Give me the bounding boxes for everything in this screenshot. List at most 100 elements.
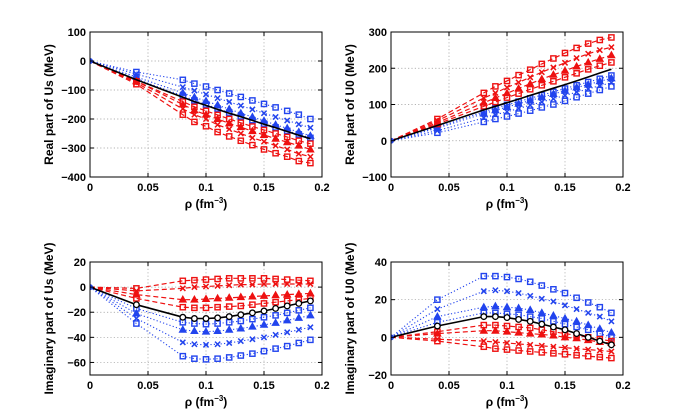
red-series-point [249, 301, 256, 308]
red-series-point [202, 122, 210, 130]
red-series-point [514, 328, 523, 336]
blue-series-point [306, 310, 315, 319]
marker-stroke [608, 348, 615, 355]
blue-series-point [307, 336, 314, 344]
blue-series-point [260, 110, 268, 117]
red-series-point [237, 130, 244, 137]
red-series-point [214, 303, 221, 311]
marker-stroke [260, 334, 268, 341]
red-series-point [480, 321, 488, 329]
red-series-point [515, 340, 522, 348]
marker-stroke [284, 329, 291, 336]
x-axis-label-main: ρ (fm [185, 395, 214, 409]
red-series-point [515, 347, 522, 354]
blue-series-point [526, 107, 534, 114]
red-series-point [307, 280, 314, 288]
marker-stroke [307, 124, 314, 131]
red-series-2 [391, 336, 615, 355]
red-series-point [202, 276, 210, 283]
blue-series-point [503, 273, 511, 281]
blue-series-point [480, 118, 488, 126]
blue-series-point [237, 337, 244, 345]
red-series-point [178, 295, 188, 303]
blue-series-point [191, 341, 198, 348]
blue-series-point [596, 313, 603, 320]
red-series-line [90, 283, 311, 292]
blue-series-point [191, 87, 198, 94]
red-series-point [259, 130, 269, 138]
red-series-1 [391, 34, 615, 142]
blue-series-point [272, 312, 279, 319]
marker-stroke [538, 69, 545, 76]
red-series-point [525, 328, 535, 337]
red-series-point [283, 153, 291, 161]
reference-point [480, 313, 488, 321]
red-series-point [224, 118, 234, 127]
blue-series-point [514, 303, 523, 312]
marker-stroke [596, 46, 603, 54]
blue-series-2 [90, 286, 314, 348]
marker-stroke [260, 110, 268, 117]
red-series-1 [391, 336, 615, 362]
marker-stroke [179, 339, 186, 346]
blue-series-point [538, 282, 546, 289]
blue-series-point [237, 102, 244, 109]
blue-series-point [527, 292, 534, 300]
marker-stroke [515, 289, 522, 297]
red-series-point [225, 303, 233, 310]
red-series-point [272, 130, 279, 137]
reference-point [306, 297, 314, 305]
blue-series-point [226, 339, 233, 347]
blue-series-line [391, 74, 612, 142]
red-series-point [515, 90, 522, 97]
marker-stroke [480, 337, 487, 345]
marker-stroke [596, 313, 603, 320]
x-axis-label-sup: −3 [214, 394, 224, 403]
blue-series-point [492, 115, 499, 123]
marker-stroke [515, 79, 522, 86]
x-axis-label-sup: −3 [515, 394, 525, 403]
blue-series-2 [90, 60, 314, 131]
red-series-point [179, 98, 187, 105]
red-series-point [295, 280, 302, 288]
blue-series-point [295, 326, 302, 333]
blue-series-point [191, 80, 198, 87]
blue-series-point [294, 313, 304, 321]
marker-stroke [307, 153, 314, 160]
red-series-point [492, 345, 499, 352]
x-tick-label: 0.2 [314, 182, 329, 194]
marker-stroke [585, 346, 592, 353]
blue-series-point [573, 305, 580, 313]
red-series-point [295, 137, 303, 145]
blue-series-point [608, 72, 615, 79]
red-series-point [282, 137, 292, 146]
red-series-point [608, 34, 615, 41]
blue-series-point [307, 115, 314, 123]
reference-point [283, 302, 291, 310]
marker-stroke [284, 280, 291, 288]
blue-series-point [295, 339, 303, 347]
y-axis-label: Real part of Us (MeV) [42, 44, 56, 165]
marker-stroke [608, 318, 615, 325]
marker-stroke [237, 337, 244, 345]
blue-series-point [214, 355, 221, 362]
reference-point [272, 305, 280, 312]
reference-point [260, 307, 268, 315]
blue-series-point [179, 83, 186, 91]
x-tick-label: 0.05 [438, 182, 459, 194]
red-series-point [526, 66, 534, 73]
marker-stroke [191, 87, 198, 94]
blue-series-3 [90, 60, 315, 139]
y-tick-label: 100 [369, 100, 387, 112]
red-series-point [282, 290, 292, 298]
blue-series-2 [391, 287, 615, 338]
blue-series-point [550, 88, 557, 96]
red-series-point [550, 350, 557, 357]
marker-stroke [226, 339, 233, 347]
reference-point [549, 323, 557, 331]
blue-series-line [391, 305, 612, 338]
red-series-line [391, 46, 612, 142]
red-series-point [503, 84, 511, 91]
